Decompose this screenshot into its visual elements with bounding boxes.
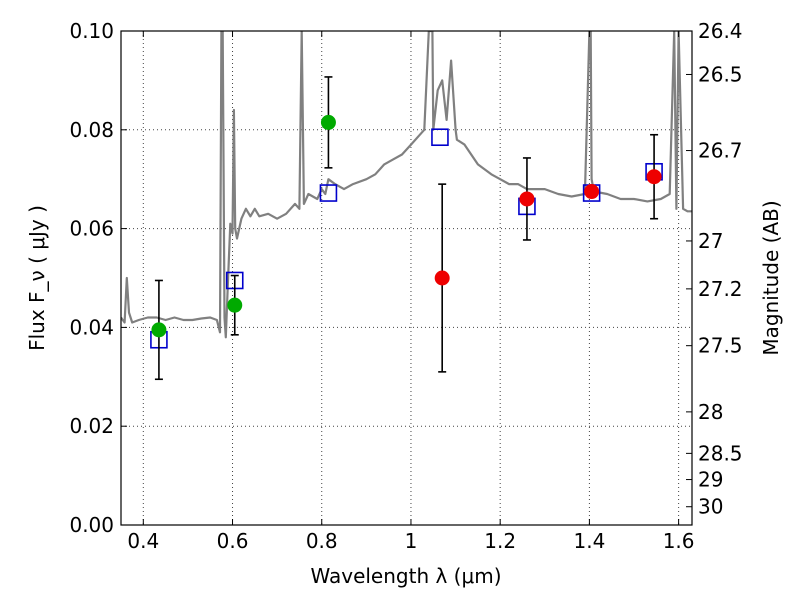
photometry-square-marker [319,184,338,202]
right-tick-label: 26.4 [698,19,743,43]
right-tick-label: 28.5 [698,441,743,465]
plot-frame [120,30,693,526]
measured-flux-point [519,191,535,207]
right-tick-label: 26.7 [698,139,743,163]
x-tick-label: 1.4 [573,529,605,553]
measured-flux-point [434,270,450,286]
data-layer [121,31,692,381]
ticks: 0.4 0.6 0.8 1 1.2 1.4 1.6 0.00 0.02 0.04 0.06 0.08 0… [69,19,742,553]
y-axis-label: Flux F_ν ( μJy ) [25,205,49,351]
right-tick-label: 26.5 [698,62,743,86]
y-tick-label: 0.08 [69,118,114,142]
plot-background [121,31,692,525]
x-axis-label: Wavelength λ (μm) [310,564,501,588]
x-tick-label: 1 [405,529,418,553]
right-tick-label: 27 [698,229,723,253]
y-tick-label: 0.00 [69,513,114,537]
measured-flux-point [320,114,336,130]
y-tick-label: 0.04 [69,315,114,339]
measured-flux-point [227,297,243,313]
x-tick-label: 0.6 [217,529,249,553]
y-tick-label: 0.02 [69,414,114,438]
y-tick-label: 0.06 [69,217,114,241]
spectrum-line [121,31,692,339]
x-tick-label: 1.6 [663,529,695,553]
right-tick-label: 27.2 [698,277,743,301]
right-axis-label: Magnitude (AB) [759,200,783,355]
x-tick-label: 1.2 [484,529,516,553]
right-tick-label: 28 [698,400,723,424]
right-tick-label: 30 [698,495,723,519]
x-tick-label: 0.8 [306,529,338,553]
photometry-square-marker [431,128,449,147]
measured-flux-point [151,322,167,338]
right-tick-label: 27.5 [698,334,743,358]
measured-flux-point [584,184,600,200]
measured-flux-point [646,169,662,185]
y-tick-label: 0.10 [69,19,114,43]
right-tick-label: 29 [698,468,723,492]
x-tick-label: 0.4 [127,529,159,553]
